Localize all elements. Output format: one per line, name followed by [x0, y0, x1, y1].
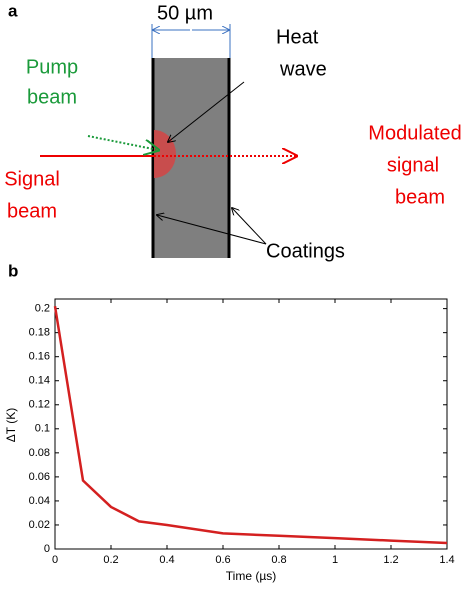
x-tick-label: 0.8	[271, 554, 286, 566]
x-tick-label: 1	[332, 554, 338, 566]
signal-label: Signal	[4, 168, 60, 190]
x-tick-label: 1.2	[383, 554, 398, 566]
y-tick-label: 0.04	[29, 495, 50, 507]
modulated-label: beam	[395, 186, 445, 208]
y-tick-label: 0.08	[29, 447, 50, 459]
panel-label: b	[8, 261, 18, 280]
pump-label: Pump	[26, 56, 78, 78]
pump-beam	[87, 135, 158, 150]
y-tick-label: 0.16	[29, 351, 50, 363]
x-axis-label: Time (µs)	[226, 569, 276, 583]
pump-label: beam	[27, 86, 77, 108]
x-tick-label: 0.6	[215, 554, 230, 566]
y-tick-label: 0.12	[29, 399, 50, 411]
x-tick-label: 0.4	[159, 554, 174, 566]
heat-wave-label: wave	[279, 58, 327, 80]
pointer	[168, 81, 245, 142]
modulated-label: signal	[387, 154, 439, 176]
signal-label: beam	[7, 200, 57, 222]
plot-frame	[54, 298, 448, 550]
x-tick-label: 1.4	[439, 554, 454, 566]
modulated-label: Modulated	[368, 122, 461, 144]
panel-label: a	[8, 1, 18, 20]
y-tick-label: 0.02	[29, 519, 50, 531]
heat-wave-label: Heat	[276, 26, 319, 48]
y-axis-label: ΔT (K)	[4, 408, 18, 442]
pointer	[232, 208, 267, 245]
width-label: 50 µm	[157, 2, 213, 24]
y-tick-label: 0.2	[35, 303, 50, 315]
y-tick-label: 0	[44, 543, 50, 555]
y-tick-label: 0.18	[29, 327, 50, 339]
y-tick-label: 0.1	[35, 423, 50, 435]
data-line	[53, 306, 448, 545]
pointer	[157, 215, 267, 245]
y-tick-label: 0.06	[29, 471, 50, 483]
x-tick-label: 0.2	[103, 554, 118, 566]
coatings-label: Coatings	[266, 240, 345, 262]
x-tick-label: 0	[52, 554, 58, 566]
y-tick-label: 0.14	[29, 375, 50, 387]
